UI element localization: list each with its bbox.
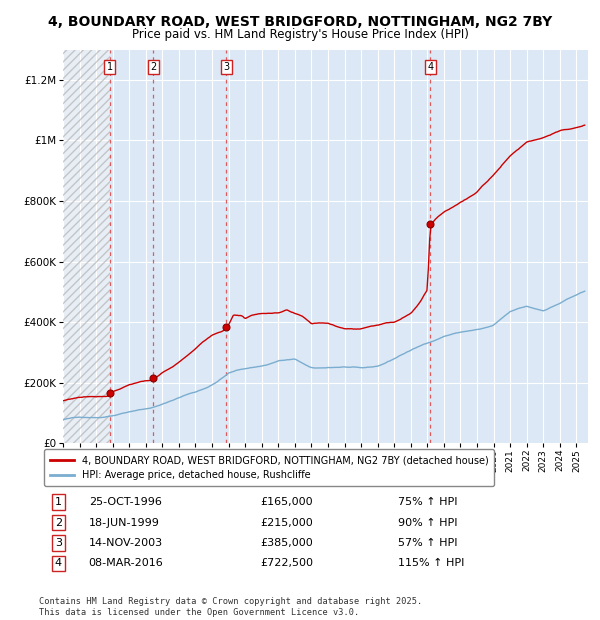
Text: 14-NOV-2003: 14-NOV-2003 xyxy=(89,538,163,548)
Text: 2: 2 xyxy=(151,63,157,73)
Text: 3: 3 xyxy=(223,63,230,73)
Text: 115% ↑ HPI: 115% ↑ HPI xyxy=(398,559,464,569)
Text: 1: 1 xyxy=(55,497,62,507)
Text: 08-MAR-2016: 08-MAR-2016 xyxy=(89,559,163,569)
Text: £215,000: £215,000 xyxy=(260,518,313,528)
Bar xyxy=(63,50,110,443)
Text: 3: 3 xyxy=(55,538,62,548)
Text: £165,000: £165,000 xyxy=(260,497,313,507)
Legend: 4, BOUNDARY ROAD, WEST BRIDGFORD, NOTTINGHAM, NG2 7BY (detached house), HPI: Ave: 4, BOUNDARY ROAD, WEST BRIDGFORD, NOTTIN… xyxy=(44,450,494,486)
Text: 18-JUN-1999: 18-JUN-1999 xyxy=(89,518,160,528)
Text: 4, BOUNDARY ROAD, WEST BRIDGFORD, NOTTINGHAM, NG2 7BY: 4, BOUNDARY ROAD, WEST BRIDGFORD, NOTTIN… xyxy=(48,16,552,30)
Text: 90% ↑ HPI: 90% ↑ HPI xyxy=(398,518,457,528)
Text: 4: 4 xyxy=(55,559,62,569)
Bar xyxy=(63,50,110,443)
Text: £385,000: £385,000 xyxy=(260,538,313,548)
Text: 4: 4 xyxy=(427,63,433,73)
Text: 2: 2 xyxy=(55,518,62,528)
Text: 75% ↑ HPI: 75% ↑ HPI xyxy=(398,497,457,507)
Text: 57% ↑ HPI: 57% ↑ HPI xyxy=(398,538,457,548)
Text: 25-OCT-1996: 25-OCT-1996 xyxy=(89,497,161,507)
Text: 1: 1 xyxy=(106,63,113,73)
Text: £722,500: £722,500 xyxy=(260,559,313,569)
Text: Price paid vs. HM Land Registry's House Price Index (HPI): Price paid vs. HM Land Registry's House … xyxy=(131,28,469,41)
Text: Contains HM Land Registry data © Crown copyright and database right 2025.
This d: Contains HM Land Registry data © Crown c… xyxy=(39,598,422,617)
